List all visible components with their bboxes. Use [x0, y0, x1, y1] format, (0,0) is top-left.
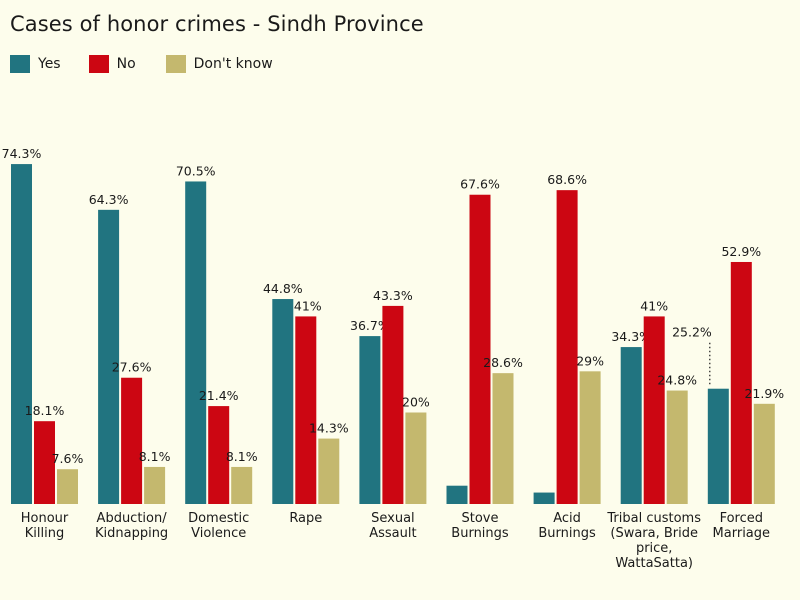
category-label-6: Acid Burnings [538, 511, 596, 541]
value-label-yes-8: 25.2% [672, 325, 712, 340]
bar-yes-1 [98, 209, 120, 504]
bar-no-7 [643, 316, 665, 504]
bar-yes-0 [11, 164, 32, 504]
legend-label-dont-know: Don't know [193, 56, 273, 72]
value-label-no-0: 18.1% [25, 403, 65, 418]
bar-dont-know-3 [318, 438, 340, 504]
chart-title: Cases of honor crimes - Sindh Province [10, 12, 424, 36]
bar-no-2 [208, 406, 230, 504]
bar-yes-4 [359, 336, 381, 504]
value-label-yes-1: 64.3% [89, 192, 129, 207]
legend-swatch-no [88, 55, 109, 73]
value-label-yes-4: 36.7% [350, 318, 390, 333]
bar-no-4 [382, 305, 404, 504]
bar-no-8 [730, 261, 752, 504]
legend-label-no: No [116, 56, 136, 72]
category-label-4: Sexual Assault [369, 511, 416, 541]
category-label-7: Tribal customs (Swara, Bride price, WattaSa… [606, 511, 701, 571]
value-label-dont-know-2: 8.1% [226, 449, 258, 464]
value-label-yes-3: 44.8% [263, 281, 303, 296]
value-label-dont-know-7: 24.8% [657, 373, 697, 388]
bar-dont-know-6 [579, 371, 601, 504]
legend-item-dont-know: Don't know [165, 55, 273, 73]
value-label-dont-know-6: 29% [576, 353, 604, 368]
legend-label-yes: Yes [38, 56, 61, 72]
value-label-no-5: 67.6% [460, 177, 500, 192]
bar-yes-5 [446, 485, 468, 504]
value-label-dont-know-1: 8.1% [139, 449, 171, 464]
category-label-8: Forced Marriage [713, 511, 770, 541]
bar-no-6 [556, 190, 578, 504]
bar-yes-7 [620, 347, 642, 504]
category-label-5: Stove Burnings [451, 511, 509, 541]
bar-yes-8 [707, 388, 729, 504]
legend-item-no: No [88, 55, 136, 73]
value-label-dont-know-3: 14.3% [309, 421, 349, 436]
value-label-dont-know-5: 28.6% [483, 355, 523, 370]
bar-dont-know-0 [57, 469, 78, 504]
value-label-no-1: 27.6% [112, 360, 152, 375]
bar-dont-know-2 [231, 466, 253, 504]
value-label-dont-know-0: 7.6% [52, 451, 84, 466]
bar-dont-know-7 [666, 390, 688, 504]
value-label-dont-know-8: 21.9% [744, 386, 784, 401]
bar-dont-know-1 [144, 466, 166, 504]
category-label-0: Honour Killing [21, 511, 69, 541]
category-label-2: Domestic Violence [188, 511, 249, 541]
value-label-dont-know-4: 20% [402, 395, 430, 410]
legend-swatch-yes [10, 55, 30, 73]
value-label-no-3: 41% [294, 298, 322, 313]
value-label-no-2: 21.4% [199, 388, 239, 403]
value-label-yes-7: 34.3% [611, 329, 651, 344]
category-label-3: Rape [289, 511, 322, 526]
legend-swatch-dont-know [165, 55, 186, 73]
legend-item-yes: Yes [10, 55, 61, 73]
bar-yes-2 [185, 181, 207, 504]
bar-dont-know-4 [405, 412, 427, 504]
bar-dont-know-8 [753, 403, 775, 504]
bar-dont-know-5 [492, 373, 514, 504]
value-label-yes-2: 70.5% [176, 163, 216, 178]
category-label-1: Abduction/Kidnapping [95, 511, 168, 541]
legend: Yes No Don't know [10, 54, 289, 74]
value-label-no-7: 41% [640, 298, 668, 313]
bar-no-5 [469, 194, 491, 505]
bar-no-1 [121, 377, 143, 504]
bar-no-0 [34, 421, 55, 504]
bar-yes-6 [533, 492, 555, 504]
value-label-yes-0: 74.3% [2, 146, 42, 161]
value-label-no-4: 43.3% [373, 288, 413, 303]
bar-yes-3 [272, 299, 294, 504]
value-label-no-8: 52.9% [721, 244, 761, 259]
value-label-no-6: 68.6% [547, 172, 587, 187]
bar-no-3 [295, 316, 317, 504]
